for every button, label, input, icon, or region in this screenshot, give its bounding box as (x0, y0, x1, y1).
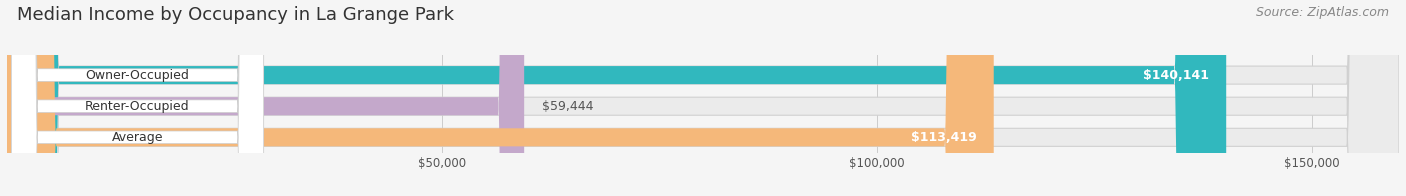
Text: $140,141: $140,141 (1143, 69, 1209, 82)
Text: $113,419: $113,419 (911, 131, 976, 144)
FancyBboxPatch shape (7, 0, 1226, 196)
FancyBboxPatch shape (11, 0, 264, 196)
Text: Owner-Occupied: Owner-Occupied (86, 69, 190, 82)
Text: Renter-Occupied: Renter-Occupied (86, 100, 190, 113)
FancyBboxPatch shape (7, 0, 524, 196)
Text: $59,444: $59,444 (541, 100, 593, 113)
FancyBboxPatch shape (7, 0, 1399, 196)
Text: Average: Average (111, 131, 163, 144)
Text: Source: ZipAtlas.com: Source: ZipAtlas.com (1256, 6, 1389, 19)
Text: Median Income by Occupancy in La Grange Park: Median Income by Occupancy in La Grange … (17, 6, 454, 24)
FancyBboxPatch shape (7, 0, 994, 196)
FancyBboxPatch shape (11, 0, 264, 196)
FancyBboxPatch shape (7, 0, 1399, 196)
FancyBboxPatch shape (11, 0, 264, 196)
FancyBboxPatch shape (7, 0, 1399, 196)
